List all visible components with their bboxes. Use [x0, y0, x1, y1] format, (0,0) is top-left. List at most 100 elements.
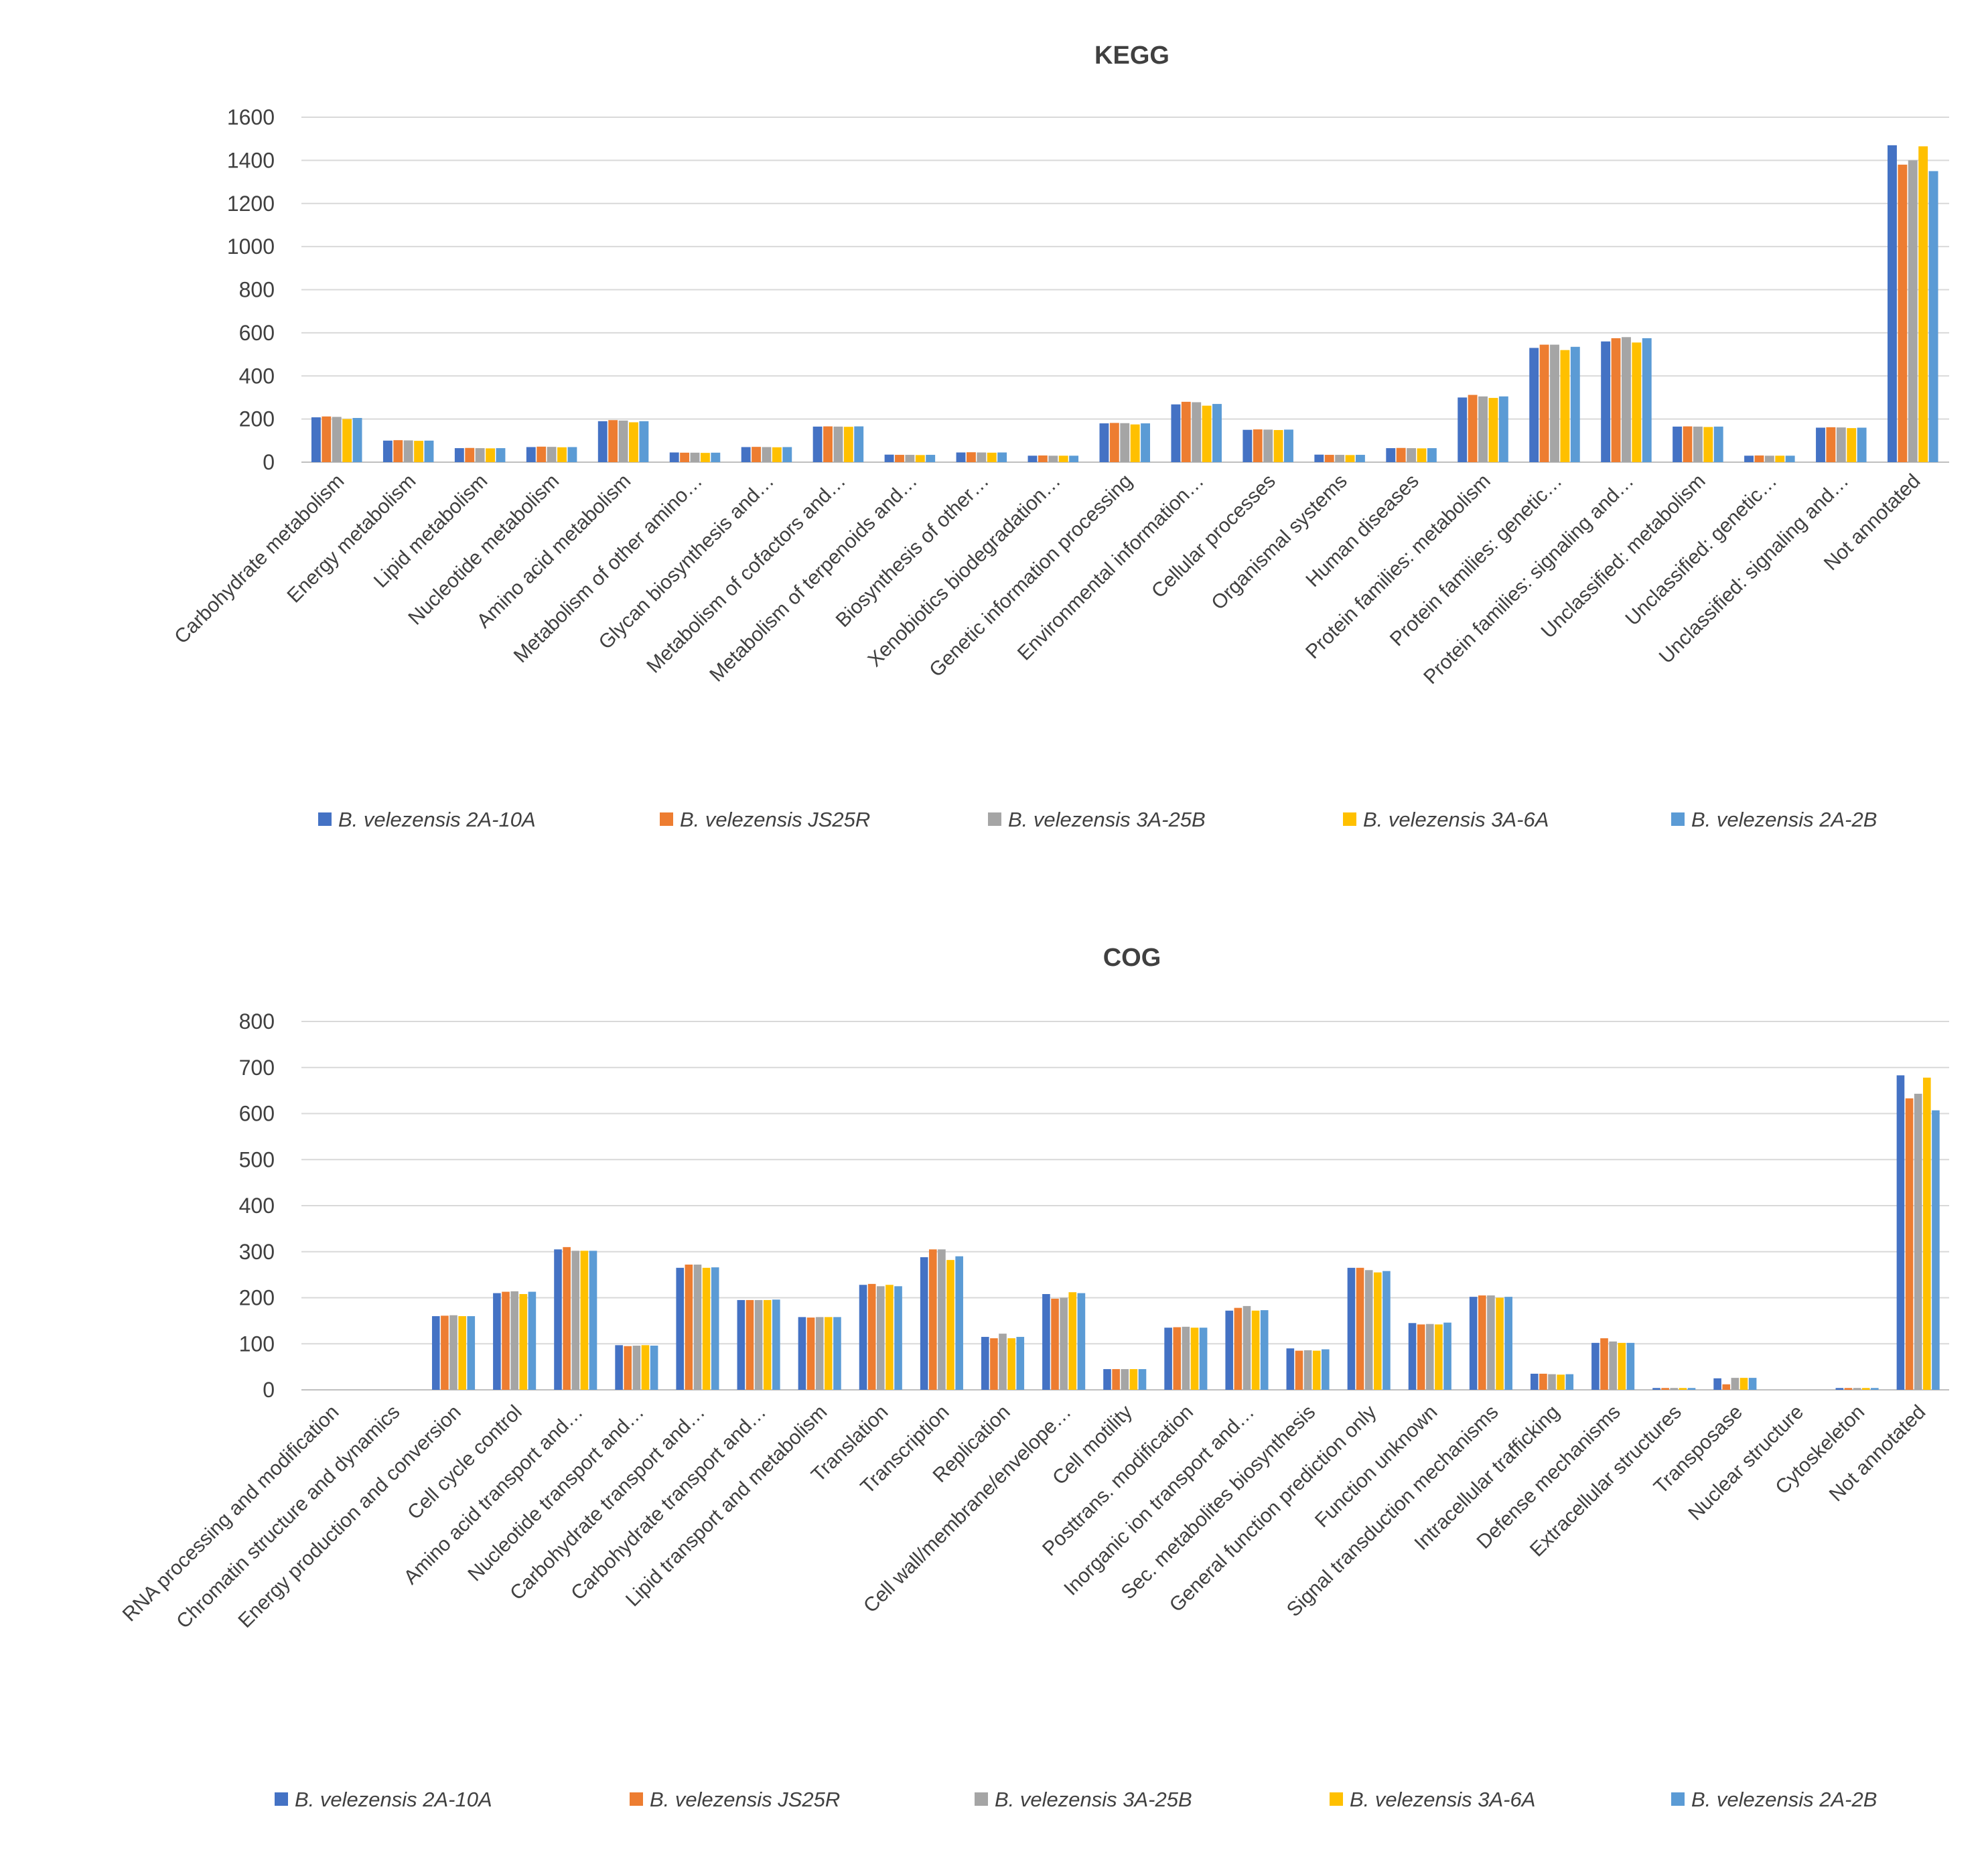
cog-bar [1382, 1271, 1391, 1390]
cog-category-label: Chromatin structure and dynamics [172, 1401, 404, 1633]
cog-bar [1260, 1310, 1269, 1390]
kegg-legend-label: B. velezensis JS25R [680, 808, 870, 831]
kegg-ytick-label: 400 [239, 364, 275, 388]
cog-bar [833, 1317, 841, 1390]
cog-legend-label: B. velezensis JS25R [650, 1788, 840, 1811]
cog-bar [1487, 1295, 1495, 1390]
cog-ytick-label: 200 [239, 1286, 275, 1310]
cog-bar [885, 1285, 894, 1390]
cog-bar [580, 1251, 589, 1390]
kegg-bar [752, 447, 762, 462]
kegg-bar [1918, 146, 1928, 462]
cog-bar [746, 1299, 754, 1390]
cog-bar [1347, 1267, 1356, 1390]
kegg-bar [486, 448, 495, 462]
kegg-bar [608, 420, 618, 462]
kegg-bar [1888, 145, 1897, 462]
kegg-bar [1058, 455, 1068, 462]
kegg-bar [1417, 448, 1427, 462]
kegg-bar [618, 420, 628, 462]
cog-bar [1591, 1342, 1600, 1390]
kegg-bar [1171, 404, 1181, 462]
cog-legend-label: B. velezensis 3A-6A [1350, 1788, 1535, 1811]
cog-bar [693, 1265, 702, 1390]
kegg-bar [1120, 423, 1130, 462]
cog-bar [711, 1267, 719, 1390]
kegg-bar [680, 452, 690, 462]
kegg-bar [1898, 164, 1908, 462]
kegg-bar [424, 440, 434, 462]
cog-bar [1871, 1388, 1879, 1390]
cog-legend-label: B. velezensis 2A-10A [295, 1788, 492, 1811]
kegg-bar [1764, 455, 1774, 462]
cog-legend-swatch [975, 1792, 988, 1806]
cog-bar [1077, 1293, 1086, 1390]
cog-bar [554, 1249, 562, 1390]
kegg-bar [1693, 426, 1703, 462]
cog-bar [676, 1267, 685, 1390]
cog-bar [955, 1256, 963, 1390]
kegg-bar [812, 426, 823, 462]
kegg-bar [1109, 423, 1119, 462]
cog-ytick-label: 400 [239, 1194, 275, 1218]
kegg-bar [526, 447, 536, 462]
cog-bar [1164, 1328, 1172, 1390]
kegg-bar [1273, 430, 1283, 462]
kegg-bar [854, 426, 864, 462]
cog-bar [1565, 1374, 1574, 1390]
cog-bar [1103, 1369, 1111, 1390]
cog-bar [641, 1345, 650, 1390]
cog-bar [1286, 1348, 1295, 1390]
kegg-bar [772, 447, 782, 462]
cog-bar [702, 1267, 711, 1390]
cog-bar [1364, 1270, 1373, 1390]
kegg-ytick-label: 600 [239, 321, 275, 345]
kegg-bar [639, 421, 649, 462]
cog-bar [938, 1249, 946, 1390]
kegg-bar [557, 447, 567, 462]
cog-bar [1861, 1388, 1870, 1390]
cog-bar [1530, 1373, 1539, 1390]
cog-bar [1234, 1307, 1242, 1390]
kegg-bar [977, 452, 987, 462]
cog-bar [1356, 1267, 1364, 1390]
kegg-bar [465, 447, 475, 462]
kegg-bar [1468, 395, 1478, 462]
cog-bar [589, 1251, 597, 1390]
cog-bar [1312, 1350, 1321, 1390]
kegg-bar [1816, 427, 1825, 462]
cog-bar [1844, 1388, 1853, 1390]
kegg-bar [1673, 426, 1683, 462]
cog-bar [1121, 1369, 1129, 1390]
cog-bar [946, 1260, 954, 1390]
kegg-bar [1847, 428, 1857, 462]
kegg-bar [1407, 448, 1417, 462]
cog-bar [867, 1283, 876, 1390]
cog-category-label: Cell cycle control [403, 1401, 526, 1524]
cog-bar [449, 1315, 457, 1390]
kegg-title: KEGG [1094, 42, 1169, 70]
cog-ytick-label: 300 [239, 1240, 275, 1264]
kegg-bar [1212, 404, 1222, 462]
kegg-bar [1263, 429, 1273, 462]
kegg-ytick-label: 200 [239, 407, 275, 431]
cog-chart: COG 0 100 200 300 400 500 600 700 800 RNA processi… [0, 911, 1988, 1849]
kegg-bar [1826, 427, 1836, 462]
cog-bar [563, 1246, 571, 1390]
kegg-bar [629, 422, 638, 462]
kegg-bar [537, 446, 547, 462]
kegg-bar [843, 427, 853, 462]
kegg-bar [884, 454, 894, 462]
kegg-bar [1386, 448, 1396, 462]
kegg-category-label: Organismal systems [1207, 470, 1351, 614]
cog-bar [772, 1299, 780, 1390]
cog-bar [1173, 1327, 1182, 1390]
kegg-bar [1396, 447, 1406, 462]
kegg-bar [1498, 396, 1508, 462]
cog-bar [1112, 1369, 1120, 1390]
cog-legend-swatch [275, 1792, 288, 1806]
cog-bar [632, 1346, 641, 1390]
cog-legend-swatch [1330, 1792, 1343, 1806]
cog-bar [1652, 1388, 1660, 1390]
cog-bar [1687, 1388, 1696, 1390]
